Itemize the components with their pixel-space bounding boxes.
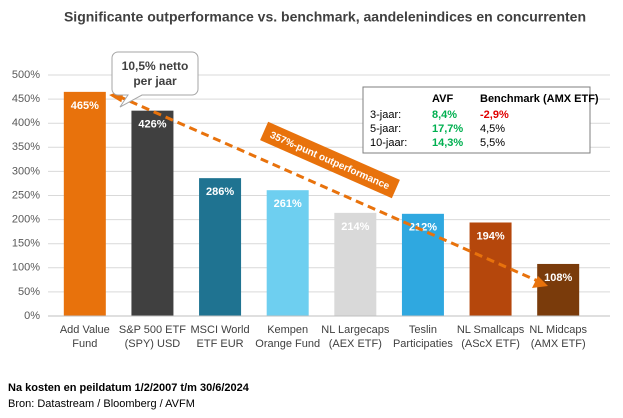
value-label: 426% — [138, 119, 166, 131]
bar — [199, 178, 242, 316]
table-cell: 4,5% — [480, 123, 505, 135]
label-box — [260, 121, 400, 199]
value-label: 194% — [476, 230, 504, 242]
y-tick-label: 400% — [12, 117, 40, 129]
chart-title: Significante outperformance vs. benchmar… — [64, 9, 586, 25]
y-tick-label: 500% — [12, 69, 40, 81]
y-tick-label: 0% — [24, 310, 40, 322]
y-tick-label: 150% — [12, 238, 40, 250]
table-header: Benchmark (AMX ETF) — [480, 93, 599, 105]
x-tick-label: Add Value Fund — [60, 324, 110, 350]
value-label: 465% — [71, 100, 99, 112]
y-tick-label: 100% — [12, 262, 40, 274]
bar — [334, 212, 377, 316]
source: Bron: Datastream / Bloomberg / AVFM — [8, 398, 195, 410]
callout-text: 10,5% netto per jaar — [122, 59, 189, 88]
table-cell: 10-jaar: — [370, 137, 407, 149]
table-cell: 8,4% — [432, 109, 457, 121]
value-label: 108% — [544, 272, 572, 284]
value-label: 214% — [341, 221, 369, 233]
table-cell: 14,3% — [432, 137, 463, 149]
x-tick-label: Kempen Orange Fund — [255, 324, 320, 350]
table-rows: 3-jaar: 8,4% -2,9% 5-jaar: 17,7% 4,5% 10-jaar:… — [370, 109, 509, 149]
y-tick-label: 450% — [12, 93, 40, 105]
y-tick-label: 200% — [12, 214, 40, 226]
table-header: AVF — [432, 93, 453, 105]
callout-bubble — [111, 51, 199, 108]
y-tick-label: 350% — [12, 141, 40, 153]
bar — [266, 190, 309, 316]
x-tick-label: NL Smallcaps (AScX ETF) — [457, 324, 525, 350]
x-tick-label: Teslin Participaties — [393, 324, 453, 350]
table-cell: 5-jaar: — [370, 123, 401, 135]
value-label: 261% — [274, 198, 302, 210]
table-cell: -2,9% — [480, 109, 509, 121]
table-cell: 17,7% — [432, 123, 463, 135]
x-tick-label: NL Largecaps (AEX ETF) — [321, 324, 390, 350]
y-tick-label: 300% — [12, 165, 40, 177]
bar — [469, 222, 512, 316]
outperformance-arrow — [117, 94, 541, 284]
x-tick-label: MSCI World ETF EUR — [191, 324, 250, 350]
bar — [131, 110, 174, 316]
y-tick-label: 50% — [18, 286, 40, 298]
plot-area: 0% 50% 100% 150% 200% 250% 300% 350% 400% 450% 500… — [12, 69, 610, 350]
arrow-head — [532, 276, 548, 288]
x-tick-label: S&P 500 ETF (SPY) USD — [119, 324, 186, 350]
table-cell: 5,5% — [480, 137, 505, 149]
value-label: 212% — [409, 222, 437, 234]
bar — [401, 213, 444, 316]
x-tick-label: NL Midcaps (AMX ETF) — [529, 324, 587, 350]
inset-table — [362, 86, 591, 154]
table-cell: 3-jaar: — [370, 109, 401, 121]
value-label: 286% — [206, 186, 234, 198]
footnote: Na kosten en peildatum 1/2/2007 t/m 30/6… — [8, 382, 250, 394]
bar — [537, 263, 580, 316]
y-tick-label: 250% — [12, 189, 40, 201]
bar — [63, 91, 106, 317]
